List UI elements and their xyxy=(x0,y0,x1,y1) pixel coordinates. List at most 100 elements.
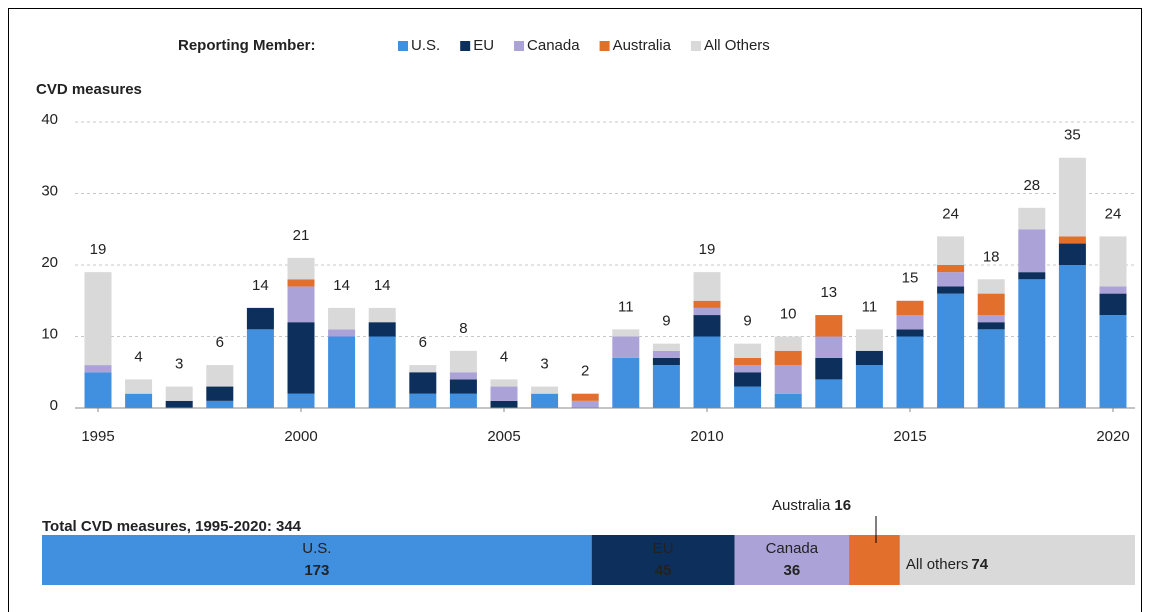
border xyxy=(8,8,1142,612)
bar-segment xyxy=(571,400,599,408)
bar-segment xyxy=(652,343,680,351)
bar-segment xyxy=(977,315,1005,323)
y-tick-label: 20 xyxy=(41,254,58,271)
legend-label: Canada xyxy=(527,37,580,54)
legend-label: Australia xyxy=(613,37,672,54)
bar-segment xyxy=(287,322,315,394)
bar-segment xyxy=(693,315,721,337)
bar-segment xyxy=(409,393,437,408)
bar-segment xyxy=(1018,229,1046,273)
bar-segment xyxy=(165,400,193,408)
bar-segment xyxy=(246,329,274,408)
bar-segment xyxy=(977,279,1005,294)
bar-segment xyxy=(774,350,802,366)
total-label: 3 xyxy=(175,356,183,373)
bar-segment xyxy=(409,372,437,394)
total-label: 3 xyxy=(540,356,548,373)
total-label: 28 xyxy=(1023,177,1040,194)
total-label: 9 xyxy=(662,313,670,330)
bar-segment xyxy=(652,357,680,366)
total-segment xyxy=(591,535,735,585)
bar-segment xyxy=(734,386,762,408)
segment-value: 74 xyxy=(971,556,988,573)
bar-segment xyxy=(896,336,924,408)
bar-segment xyxy=(246,307,274,330)
total-label: 24 xyxy=(942,205,959,222)
total-label: 13 xyxy=(820,284,837,301)
total-segment xyxy=(734,535,850,585)
total-label: 19 xyxy=(699,241,716,258)
bar-segment xyxy=(125,379,153,394)
bar-segment xyxy=(206,365,234,387)
bar-segment xyxy=(1099,315,1127,408)
total-label: 2 xyxy=(581,363,589,380)
bar-segment xyxy=(490,400,518,408)
total-label: 18 xyxy=(983,248,1000,265)
total-segment xyxy=(42,535,592,585)
total-title: Total CVD measures, 1995-2020: 344 xyxy=(42,518,302,535)
y-tick-label: 30 xyxy=(41,182,58,199)
bar-segment xyxy=(977,329,1005,408)
bar-segment xyxy=(774,393,802,408)
total-segment xyxy=(849,535,900,585)
total-label: 11 xyxy=(618,298,634,315)
legend-swatch xyxy=(460,41,471,51)
total-label: 19 xyxy=(90,241,107,258)
x-tick-label: 2020 xyxy=(1096,428,1129,445)
bar-segment xyxy=(1058,243,1086,265)
segment-label: EU xyxy=(653,540,674,557)
bar-segment xyxy=(774,365,802,394)
bar-segment xyxy=(368,336,396,408)
bar-segment xyxy=(693,307,721,316)
bar-segment xyxy=(652,350,680,358)
bar-segment xyxy=(896,315,924,330)
legend-swatch xyxy=(599,41,610,51)
total-label: 14 xyxy=(252,277,269,294)
bar-segment xyxy=(1058,265,1086,408)
bar-segment xyxy=(206,400,234,408)
bar-segment xyxy=(84,272,112,366)
bar-segment xyxy=(1018,279,1046,408)
bar-segment xyxy=(490,386,518,401)
x-tick-label: 2005 xyxy=(487,428,520,445)
bar-segment xyxy=(1018,207,1046,230)
y-tick-label: 10 xyxy=(41,325,58,342)
bar-segment xyxy=(693,272,721,301)
total-label: 4 xyxy=(500,348,508,365)
bar-segment xyxy=(490,379,518,387)
legend-swatch xyxy=(398,41,408,51)
x-tick-label: 2010 xyxy=(690,428,723,445)
bar-segment xyxy=(896,300,924,316)
y-tick-label: 0 xyxy=(50,397,58,414)
bar-segment xyxy=(571,393,599,401)
segment-label: U.S. xyxy=(302,540,331,557)
bar-segment xyxy=(815,357,843,380)
bar-segment xyxy=(328,336,356,408)
bar-segment xyxy=(84,372,112,408)
total-label: 11 xyxy=(862,298,878,315)
bar-segment xyxy=(612,357,640,408)
bar-segment xyxy=(287,393,315,408)
bar-segment xyxy=(977,293,1005,316)
bar-segment xyxy=(734,343,762,358)
total-label: 8 xyxy=(459,320,467,337)
bar-segment xyxy=(531,386,559,394)
bar-segment xyxy=(734,357,762,366)
bar-segment xyxy=(409,365,437,373)
total-label: 14 xyxy=(374,277,391,294)
bar-segment xyxy=(815,336,843,358)
total-label: 15 xyxy=(902,270,919,287)
bar-segment xyxy=(693,336,721,408)
bar-segment xyxy=(449,350,477,373)
segment-label: Canada xyxy=(766,540,819,557)
segment-value: 45 xyxy=(655,562,672,579)
x-tick-label: 2015 xyxy=(893,428,926,445)
bar-segment xyxy=(449,372,477,380)
bar-segment xyxy=(449,379,477,394)
bar-segment xyxy=(937,265,965,273)
bar-segment xyxy=(125,393,153,408)
bar-segment xyxy=(937,293,965,408)
total-label: 6 xyxy=(419,334,427,351)
